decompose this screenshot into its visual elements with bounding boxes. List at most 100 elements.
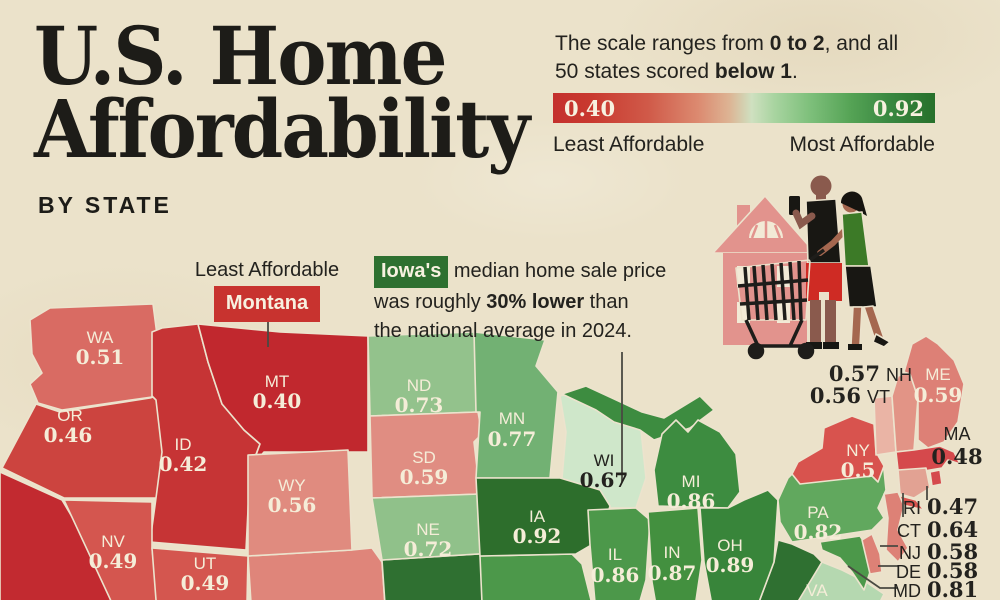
svg-text:MA: MA xyxy=(944,424,971,444)
state-label-mi: MI 0.86 xyxy=(667,472,716,513)
svg-text:PA: PA xyxy=(807,503,829,522)
md-connector-line xyxy=(847,565,898,589)
state-label-mt: MT 0.40 xyxy=(253,372,302,413)
svg-text:MI: MI xyxy=(682,472,701,491)
svg-text:0.89: 0.89 xyxy=(706,553,755,577)
svg-text:IN: IN xyxy=(664,543,681,562)
iowa-callout: Iowa's median home sale price was roughl… xyxy=(374,256,704,346)
state-shape-me xyxy=(903,335,965,449)
least-affordable-callout-intro: Least Affordable xyxy=(194,259,340,281)
svg-text:0.64: 0.64 xyxy=(927,517,978,542)
state-label-de: DE 0.58 xyxy=(896,558,978,583)
svg-text:0.59: 0.59 xyxy=(400,465,449,489)
state-shape-nj xyxy=(883,491,909,563)
svg-text:OH: OH xyxy=(717,536,743,555)
state-label-wi: WI 0.67 xyxy=(580,451,629,492)
state-label-or: OR 0.46 xyxy=(44,406,93,447)
svg-text:0.48: 0.48 xyxy=(931,444,982,469)
state-shape-in xyxy=(647,507,703,600)
state-label-ia: IA 0.92 xyxy=(513,507,562,548)
svg-text:NE: NE xyxy=(416,520,440,539)
svg-text:0.86: 0.86 xyxy=(591,563,640,587)
svg-text:0.82: 0.82 xyxy=(794,520,843,544)
svg-text:0.51: 0.51 xyxy=(76,345,125,369)
state-shape-il xyxy=(587,507,651,600)
svg-text:0.77: 0.77 xyxy=(488,427,537,451)
most-affordable-label: Most Affordable xyxy=(789,133,935,156)
svg-text:WA: WA xyxy=(87,328,114,347)
state-label-sd: SD 0.59 xyxy=(400,448,449,489)
svg-text:0.86: 0.86 xyxy=(667,489,716,513)
illustration-couple-shopping-cart-house xyxy=(712,175,891,360)
svg-text:ID: ID xyxy=(175,435,192,454)
svg-text:0.5: 0.5 xyxy=(841,458,876,482)
woman-illustration xyxy=(817,191,891,350)
svg-text:NV: NV xyxy=(101,532,125,551)
state-label-nj: NJ 0.58 xyxy=(899,539,978,564)
title-line-1: U.S. Home xyxy=(34,9,447,103)
state-shape-mi xyxy=(653,419,741,509)
svg-text:0.40: 0.40 xyxy=(253,389,302,413)
state-label-vt: 0.56 VT xyxy=(810,383,890,408)
svg-text:ND: ND xyxy=(407,376,432,395)
montana-badge: Montana xyxy=(213,286,321,322)
svg-text:DE: DE xyxy=(896,562,921,582)
state-label-me: ME 0.59 xyxy=(914,365,963,407)
affordability-gradient-bar: 0.40 0.92 xyxy=(553,93,935,123)
svg-text:OR: OR xyxy=(57,406,83,425)
state-shape-mn xyxy=(473,331,559,479)
svg-text:NY: NY xyxy=(846,441,870,460)
state-label-ny: NY 0.5 xyxy=(841,441,876,482)
svg-text:VT: VT xyxy=(867,387,890,407)
svg-text:0.58: 0.58 xyxy=(927,539,978,564)
scale-note: The scale ranges from 0 to 2, and all 50… xyxy=(555,30,898,86)
shopping-cart-illustration xyxy=(735,248,826,360)
svg-text:0.58: 0.58 xyxy=(927,558,978,583)
state-label-nd: ND 0.73 xyxy=(395,376,444,417)
state-label-ne: NE 0.72 xyxy=(404,520,453,561)
svg-text:RI: RI xyxy=(903,498,921,518)
least-affordable-callout: Least Affordable Montana xyxy=(150,256,384,322)
state-label-va: VA xyxy=(806,581,828,600)
page-subtitle: BY STATE xyxy=(38,192,172,218)
scale-note-line-1: The scale ranges from 0 to 2, and all xyxy=(555,32,899,55)
page-title: U.S. Home Affordability xyxy=(34,9,530,169)
state-label-nh: 0.57 NH xyxy=(829,361,912,386)
svg-text:0.73: 0.73 xyxy=(395,393,444,417)
state-label-nv: NV 0.49 xyxy=(89,532,138,573)
svg-text:MT: MT xyxy=(265,372,290,391)
svg-text:0.46: 0.46 xyxy=(44,423,93,447)
iowa-callout-line-3: the national average in 2024. xyxy=(374,320,632,342)
svg-text:NH: NH xyxy=(886,365,912,385)
state-shape-nv xyxy=(63,499,159,600)
svg-text:0.92: 0.92 xyxy=(513,524,562,548)
state-shape-oh xyxy=(699,489,779,600)
svg-text:CT: CT xyxy=(897,521,921,541)
state-label-mn: MN 0.77 xyxy=(488,409,537,451)
state-label-wa: WA 0.51 xyxy=(76,328,125,369)
svg-text:0.56: 0.56 xyxy=(268,493,317,517)
svg-text:WY: WY xyxy=(278,476,305,495)
svg-text:MD: MD xyxy=(893,581,921,600)
iowa-callout-line-1: Iowa's median home sale price xyxy=(374,256,704,288)
state-label-ct: CT 0.64 xyxy=(897,517,978,542)
state-shape-ut xyxy=(151,547,249,600)
state-shape-wv xyxy=(758,539,823,600)
least-affordable-label: Least Affordable xyxy=(553,133,705,156)
svg-text:WI: WI xyxy=(594,451,615,470)
svg-text:0.42: 0.42 xyxy=(159,452,208,476)
svg-text:0.47: 0.47 xyxy=(927,494,978,519)
svg-text:0.49: 0.49 xyxy=(181,571,230,595)
svg-text:0.56: 0.56 xyxy=(810,383,861,408)
svg-text:0.49: 0.49 xyxy=(89,549,138,573)
svg-text:0.59: 0.59 xyxy=(914,383,963,407)
state-label-wy: WY 0.56 xyxy=(268,476,317,517)
svg-text:UT: UT xyxy=(194,554,217,573)
iowa-badge: Iowa's xyxy=(374,256,449,288)
state-label-in: IN 0.87 xyxy=(648,543,697,585)
scale-note-line-2: 50 states scored below 1. xyxy=(555,60,798,83)
state-label-il: IL 0.86 xyxy=(591,545,640,587)
state-label-ri: RI 0.47 xyxy=(903,494,978,519)
